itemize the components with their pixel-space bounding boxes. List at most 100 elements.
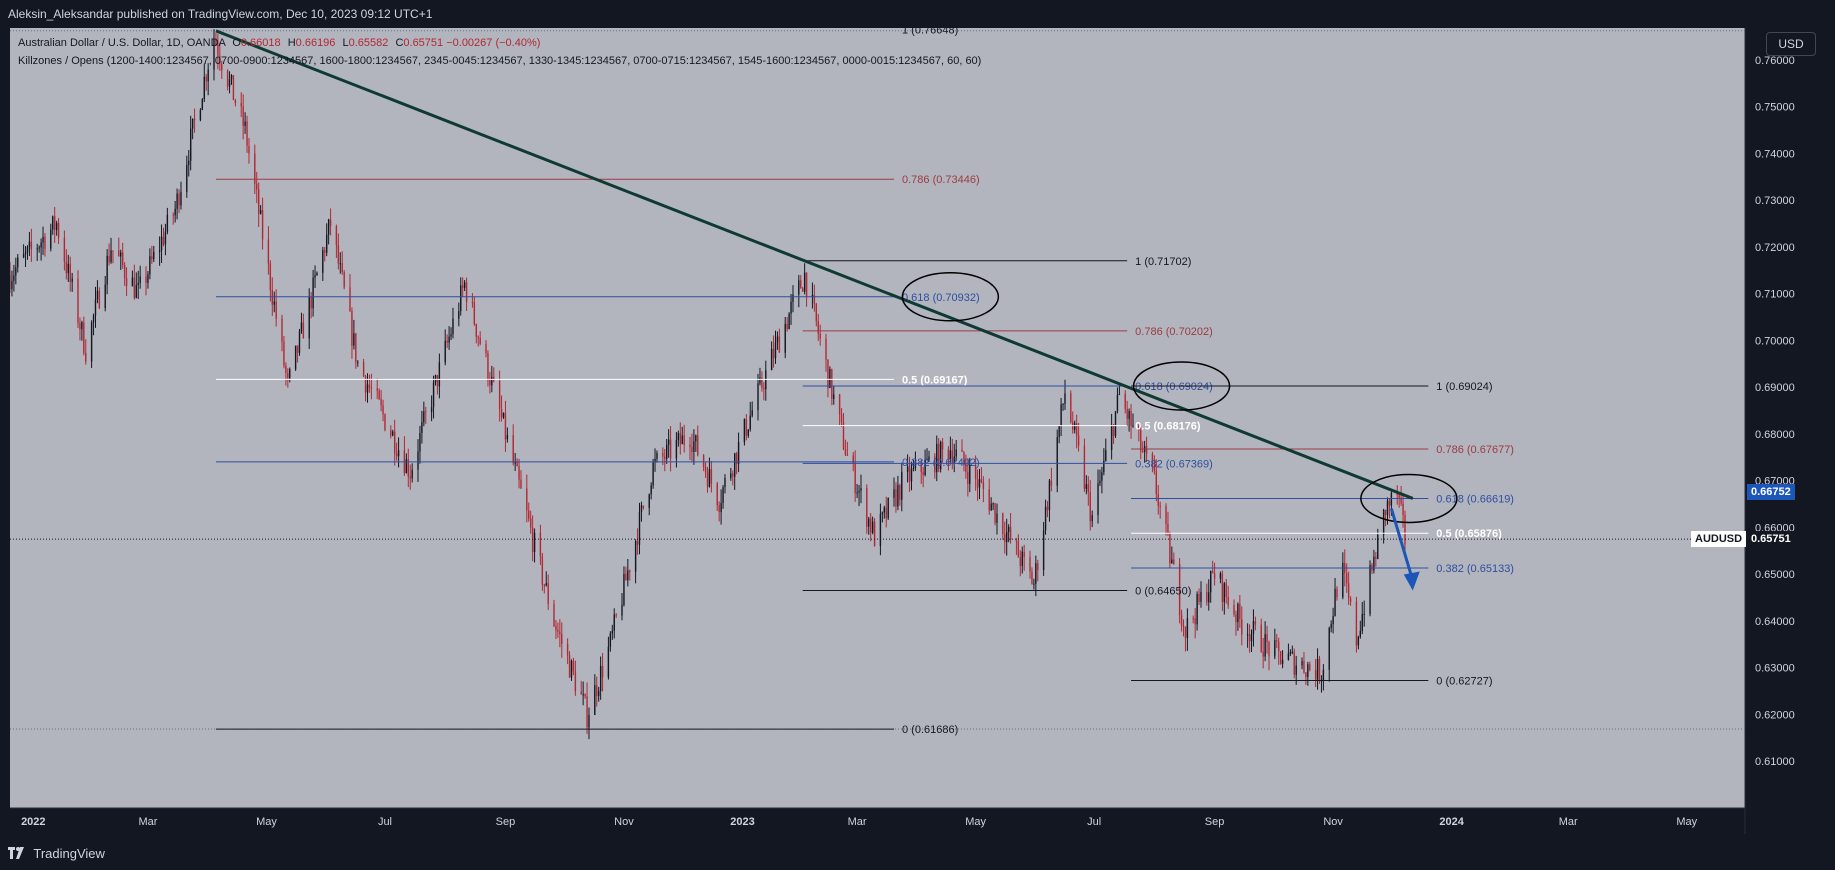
candle-body [1357, 636, 1360, 646]
candle [1159, 501, 1161, 519]
candle-body [784, 323, 786, 353]
legend-indicator-text[interactable]: Killzones / Opens (1200-1400:1234567, 07… [18, 55, 982, 67]
candle [191, 118, 194, 140]
candle [489, 371, 491, 394]
candle-body [40, 242, 42, 248]
fib-level-label: 1 (0.71702) [1135, 256, 1191, 268]
candle [597, 686, 600, 702]
candle-body [873, 521, 876, 546]
highlight-circle [1360, 473, 1458, 524]
candle-body [980, 479, 983, 482]
candle-body [193, 118, 196, 121]
candle-body [1221, 573, 1224, 603]
currency-button[interactable]: USD [1766, 32, 1816, 56]
candle-body [976, 479, 979, 488]
candle [765, 360, 767, 401]
candle-body [679, 433, 681, 445]
candle-body [1105, 450, 1107, 461]
candle [281, 314, 283, 352]
candle-body [982, 481, 985, 489]
candle [607, 636, 610, 680]
candle [325, 223, 328, 257]
candle-body [1044, 506, 1047, 531]
fib-level-label: 0 (0.61686) [902, 724, 958, 736]
fib-level-label: 0.618 (0.69024) [1135, 381, 1213, 393]
candle-body [720, 502, 722, 513]
candle-body [425, 411, 427, 413]
price-chart[interactable]: 0.76000 0.75000 0.74000 0.73000 0.72000 0.710… [10, 28, 1825, 834]
candle-body [1118, 393, 1121, 395]
candle-body [656, 453, 658, 459]
candle [582, 681, 584, 706]
candle-body [1167, 523, 1169, 534]
candle [275, 289, 277, 327]
candle-body [125, 278, 128, 287]
candle [380, 390, 382, 412]
candle-body [1219, 573, 1222, 579]
candle-body [1196, 594, 1198, 625]
candle [1398, 493, 1400, 508]
candle [193, 108, 196, 133]
candle [642, 505, 645, 510]
legend-symbol-title[interactable]: Australian Dollar / U.S. Dollar, 1D, OAN… [18, 37, 226, 49]
candle [941, 438, 944, 463]
candle-body [24, 252, 27, 255]
y-tick-label: 0.61000 [1755, 756, 1795, 768]
candle-body [730, 473, 732, 479]
candle [448, 326, 450, 350]
candle-body [1006, 531, 1008, 542]
candle-body [868, 518, 870, 527]
candle [1377, 528, 1379, 560]
candle [314, 265, 316, 288]
candle [1274, 628, 1276, 660]
candle [910, 461, 913, 491]
candle-body [339, 263, 341, 265]
candle [1301, 657, 1303, 670]
candle-body [1363, 613, 1365, 615]
candle-body [652, 462, 654, 486]
candle [963, 451, 965, 472]
candle [1035, 555, 1037, 597]
candle-body [261, 210, 264, 240]
candle-body [432, 382, 435, 408]
candle [790, 293, 792, 325]
candle-body [1029, 557, 1031, 572]
candle-body [953, 456, 955, 464]
candle-body [928, 456, 930, 460]
candle [1322, 664, 1325, 691]
candle [570, 659, 573, 681]
candle [856, 483, 858, 498]
candle-body [191, 118, 194, 129]
candle-body [329, 219, 332, 227]
candle-body [28, 241, 31, 247]
candle-body [112, 250, 114, 252]
candle [869, 513, 872, 542]
candle [594, 674, 596, 716]
footer: TradingView [0, 838, 1835, 869]
candle [761, 371, 763, 392]
candle [22, 244, 25, 259]
candle-body [504, 412, 507, 440]
tradingview-logo-icon [8, 839, 26, 870]
x-tick-label: May [1676, 816, 1697, 828]
candle-body [176, 193, 178, 209]
candle [788, 312, 790, 330]
candle-body [732, 473, 734, 477]
candle-body [1009, 526, 1012, 541]
candle [815, 302, 817, 327]
candle-body [254, 153, 256, 184]
candle [316, 271, 318, 276]
candle-body [801, 288, 804, 292]
y-tick-label: 0.74000 [1755, 148, 1795, 160]
candle [745, 414, 748, 441]
candle [1320, 675, 1323, 693]
candle-body [1248, 634, 1251, 642]
fib-level-label: 0 (0.62727) [1436, 675, 1492, 687]
candle-body [96, 290, 99, 300]
y-tick-label: 0.65000 [1755, 569, 1795, 581]
candle-body [1033, 583, 1035, 585]
candle [1208, 579, 1210, 611]
fib-level-label: 0.786 (0.67677) [1436, 444, 1514, 456]
candle-body [1293, 651, 1295, 675]
candle-body [526, 488, 528, 511]
